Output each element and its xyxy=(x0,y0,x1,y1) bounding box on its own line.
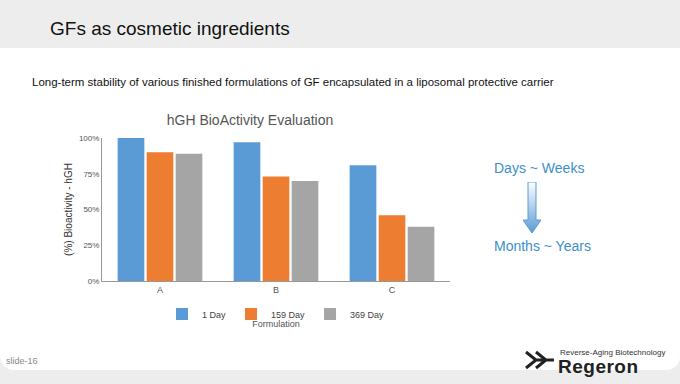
svg-text:25%: 25% xyxy=(83,241,99,250)
svg-text:369 Day: 369 Day xyxy=(350,310,384,320)
svg-text:(%) Bioactivity - hGH: (%) Bioactivity - hGH xyxy=(63,163,74,256)
html-text:Reverse-Aging Biotechnology: Reverse-Aging Biotechnology xyxy=(560,348,666,357)
html-text:GFs as cosmetic ingredients: GFs as cosmetic ingredients xyxy=(50,18,290,39)
svg-text:A: A xyxy=(157,285,163,295)
svg-text:Formulation: Formulation xyxy=(252,319,300,329)
svg-text:75%: 75% xyxy=(83,170,99,179)
html-text:Long-term stability of various: Long-term stability of various finished … xyxy=(32,76,554,88)
svg-text:hGH BioActivity Evaluation: hGH BioActivity Evaluation xyxy=(167,112,334,128)
svg-text:C: C xyxy=(389,285,396,295)
html-text:Days ~ Weeks: Days ~ Weeks xyxy=(494,160,585,176)
html-text:slide-16: slide-16 xyxy=(6,356,38,366)
svg-text:159 Day: 159 Day xyxy=(271,310,305,320)
html-text:Regeron: Regeron xyxy=(558,356,639,377)
html-text:Months ~ Years: Months ~ Years xyxy=(494,238,591,254)
svg-text:0%: 0% xyxy=(88,277,100,286)
svg-text:100%: 100% xyxy=(79,134,99,143)
svg-text:B: B xyxy=(273,285,279,295)
svg-text:50%: 50% xyxy=(83,205,99,214)
svg-text:1 Day: 1 Day xyxy=(202,310,226,320)
